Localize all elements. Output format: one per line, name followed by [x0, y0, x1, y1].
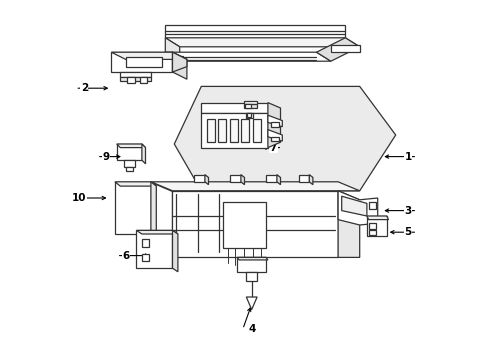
Text: 9: 9	[102, 152, 109, 162]
Polygon shape	[201, 103, 267, 113]
Polygon shape	[223, 202, 265, 248]
Polygon shape	[267, 115, 282, 127]
Polygon shape	[142, 144, 145, 164]
Polygon shape	[368, 223, 375, 229]
Polygon shape	[120, 77, 151, 81]
Polygon shape	[237, 257, 265, 272]
Bar	[241, 119, 249, 142]
Text: 7: 7	[269, 143, 276, 153]
Polygon shape	[111, 52, 172, 72]
Polygon shape	[230, 175, 241, 182]
Text: 10: 10	[72, 193, 86, 203]
Polygon shape	[246, 272, 257, 281]
Text: 6: 6	[122, 251, 129, 261]
Polygon shape	[271, 137, 278, 141]
Polygon shape	[244, 101, 257, 104]
Polygon shape	[115, 182, 156, 186]
Polygon shape	[201, 113, 267, 148]
Polygon shape	[117, 144, 145, 148]
Polygon shape	[125, 167, 133, 171]
Polygon shape	[246, 297, 257, 310]
Bar	[218, 119, 225, 142]
Polygon shape	[151, 182, 359, 191]
Polygon shape	[120, 72, 151, 77]
Polygon shape	[237, 257, 267, 260]
Polygon shape	[246, 113, 253, 118]
Polygon shape	[165, 38, 179, 61]
Polygon shape	[136, 230, 172, 268]
Text: 3: 3	[404, 206, 411, 216]
Text: 8: 8	[269, 123, 276, 133]
Polygon shape	[111, 52, 186, 59]
Polygon shape	[368, 230, 375, 235]
Bar	[229, 119, 237, 142]
Polygon shape	[142, 254, 149, 261]
Polygon shape	[172, 52, 186, 79]
Polygon shape	[165, 52, 330, 61]
Polygon shape	[142, 239, 149, 247]
Text: 2: 2	[81, 83, 88, 93]
Polygon shape	[366, 216, 386, 236]
Polygon shape	[165, 38, 359, 47]
Polygon shape	[125, 57, 162, 67]
Polygon shape	[341, 196, 366, 216]
Polygon shape	[123, 160, 134, 167]
Polygon shape	[127, 77, 134, 83]
Polygon shape	[241, 175, 244, 185]
Bar	[244, 104, 250, 108]
Polygon shape	[151, 182, 156, 238]
Polygon shape	[244, 104, 257, 108]
Text: 5: 5	[404, 227, 411, 237]
Polygon shape	[136, 230, 178, 234]
Polygon shape	[330, 45, 359, 52]
Bar	[206, 119, 214, 142]
Polygon shape	[172, 191, 337, 257]
Polygon shape	[140, 77, 147, 83]
Polygon shape	[172, 230, 178, 272]
Polygon shape	[194, 175, 204, 182]
Bar	[247, 113, 250, 117]
Polygon shape	[115, 182, 151, 234]
Polygon shape	[204, 175, 208, 185]
Polygon shape	[265, 175, 276, 182]
Polygon shape	[117, 144, 142, 160]
Polygon shape	[151, 182, 172, 257]
Polygon shape	[316, 38, 359, 61]
Polygon shape	[174, 86, 395, 191]
Polygon shape	[366, 216, 387, 220]
Polygon shape	[267, 103, 280, 148]
Text: 4: 4	[247, 324, 255, 334]
Polygon shape	[337, 191, 359, 257]
Polygon shape	[271, 122, 278, 127]
Bar	[252, 119, 260, 142]
Polygon shape	[337, 191, 377, 225]
Polygon shape	[298, 175, 309, 182]
Text: 1: 1	[404, 152, 411, 162]
Polygon shape	[309, 175, 312, 185]
Polygon shape	[276, 175, 280, 185]
Polygon shape	[267, 130, 282, 141]
Polygon shape	[368, 202, 375, 209]
Polygon shape	[172, 52, 186, 72]
Polygon shape	[165, 25, 345, 38]
